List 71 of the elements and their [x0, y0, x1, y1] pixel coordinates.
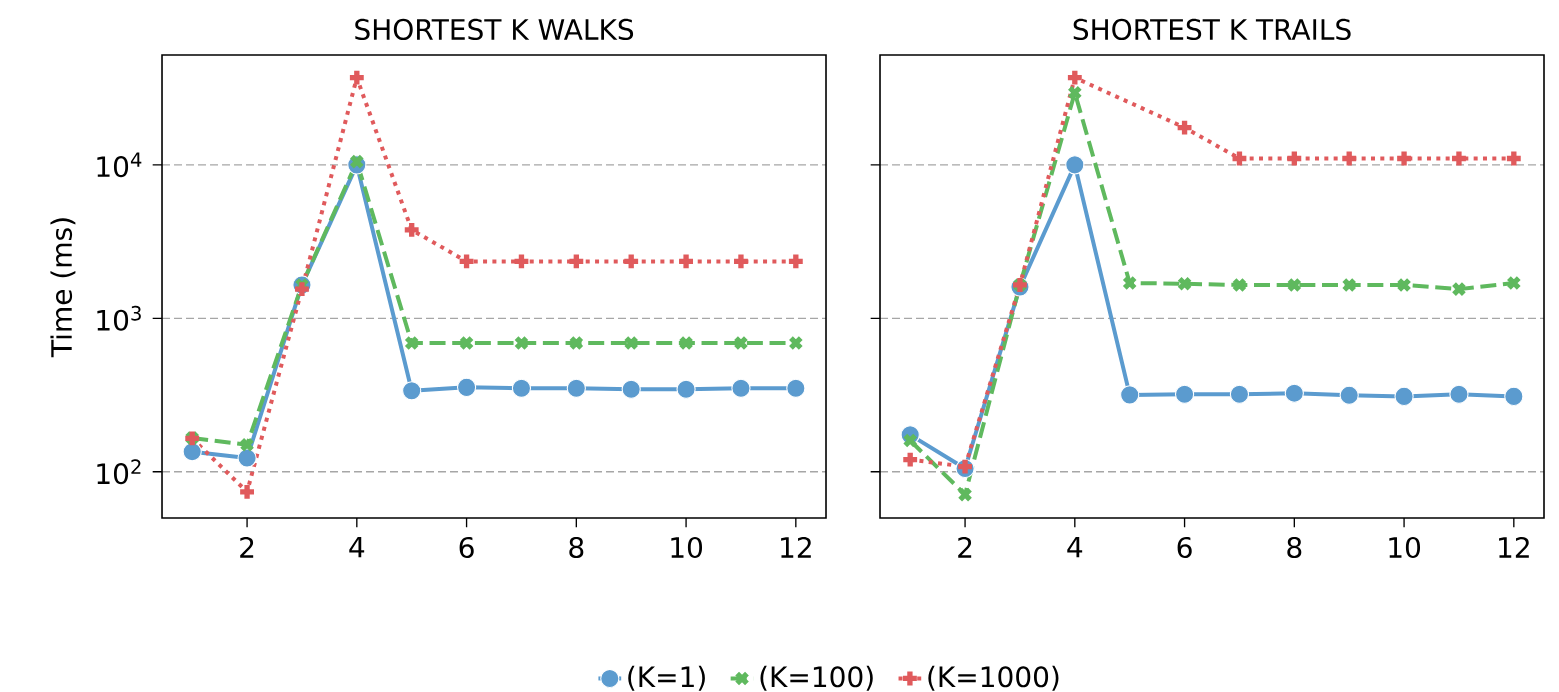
x-tick-label: 10 — [671, 536, 703, 559]
x-tick-label: 6 — [459, 536, 474, 559]
point — [1504, 386, 1524, 406]
y-tick-label: 10$^{4}$ — [97, 152, 142, 178]
point — [676, 379, 696, 399]
point — [733, 335, 749, 351]
point — [1122, 275, 1138, 291]
point — [1065, 68, 1085, 88]
y-tick-label: 10$^{3}$ — [97, 305, 141, 331]
x-tick-label: 4 — [349, 536, 365, 558]
point — [237, 448, 257, 468]
point — [1341, 277, 1357, 293]
point — [621, 251, 641, 271]
point — [1120, 385, 1140, 405]
x-tick-label: 12 — [1499, 536, 1529, 558]
point — [568, 335, 584, 351]
x-tick-label: 10 — [1389, 536, 1421, 559]
point — [676, 251, 696, 271]
x-tick-label: 4 — [1067, 536, 1083, 558]
point — [402, 220, 422, 240]
point — [566, 378, 586, 398]
point — [731, 251, 751, 271]
point — [902, 432, 918, 449]
point — [511, 378, 532, 398]
point — [1396, 277, 1412, 293]
x-tick-label: 12 — [781, 536, 811, 558]
point — [1067, 85, 1083, 101]
point — [347, 68, 367, 88]
point — [957, 487, 973, 503]
point — [1451, 281, 1467, 297]
point — [1284, 383, 1304, 403]
point — [239, 437, 255, 453]
chart-title: SHORTEST K WALKS — [355, 18, 634, 41]
x-tick-label: 8 — [1287, 536, 1302, 559]
point — [1506, 275, 1522, 291]
point — [402, 381, 422, 401]
x-tick-label: 8 — [569, 536, 584, 559]
point — [1229, 384, 1250, 404]
point — [1174, 384, 1195, 404]
point — [513, 335, 530, 351]
point — [566, 251, 586, 271]
point — [1449, 384, 1469, 404]
point — [1065, 155, 1085, 175]
legend-label: (K=1) — [628, 665, 705, 691]
point — [1339, 385, 1359, 405]
point — [788, 335, 804, 351]
point — [349, 154, 365, 170]
point — [678, 335, 694, 351]
legend-label: (K=1000) — [928, 665, 1059, 691]
point — [1394, 386, 1414, 406]
point — [182, 442, 202, 462]
chart-title: SHORTEST K TRAILS — [1073, 18, 1351, 41]
point — [459, 335, 475, 351]
point — [786, 378, 806, 398]
point — [623, 335, 639, 351]
point — [456, 377, 477, 397]
x-tick-label: 2 — [240, 536, 254, 558]
y-tick-label: 10$^{2}$ — [97, 459, 141, 485]
point — [731, 378, 751, 398]
legend-label: (K=100) — [760, 665, 873, 691]
y-axis-title: Time (ms) — [50, 218, 76, 358]
point — [786, 251, 806, 271]
point — [404, 335, 420, 351]
point — [1286, 277, 1302, 293]
point — [621, 379, 641, 399]
point — [237, 482, 257, 502]
x-tick-label: 2 — [958, 536, 972, 558]
point — [900, 450, 920, 470]
point — [1231, 277, 1248, 293]
x-tick-label: 6 — [1177, 536, 1192, 559]
point — [1177, 276, 1193, 292]
